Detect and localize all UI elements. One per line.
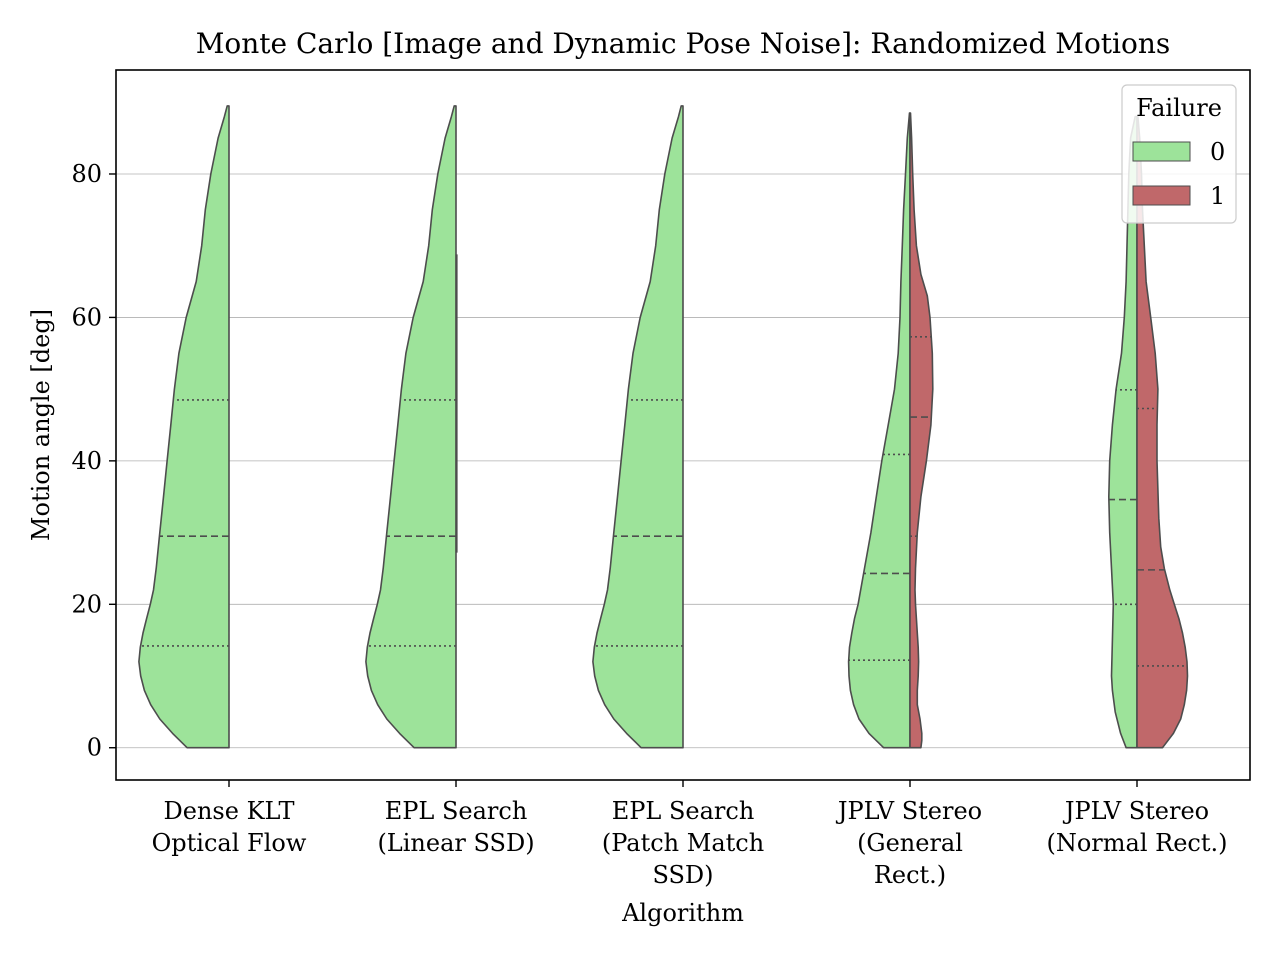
legend-swatch-1 bbox=[1132, 185, 1191, 206]
y-axis-label: Motion angle [deg] bbox=[27, 309, 55, 541]
x-tick-label-0: Dense KLT Optical Flow bbox=[152, 797, 307, 857]
x-axis: Dense KLT Optical Flow EPL Search (Linear S… bbox=[152, 780, 1228, 889]
y-tick-label-40: 40 bbox=[71, 447, 102, 475]
violins bbox=[138, 105, 1189, 749]
y-tick-label-0: 0 bbox=[87, 734, 102, 762]
legend: Failure 0 1 bbox=[1121, 84, 1237, 224]
violin-0-2 bbox=[592, 105, 684, 749]
x-tick-label-line: JPLV Stereo bbox=[835, 797, 982, 825]
y-tick-label-80: 80 bbox=[71, 160, 102, 188]
x-tick-label-4: JPLV Stereo (Normal Rect.) bbox=[1046, 797, 1227, 857]
x-tick-label-line: (General bbox=[857, 829, 963, 857]
violin-1-3 bbox=[909, 112, 934, 749]
violin-0-1 bbox=[365, 105, 457, 749]
x-tick-label-line: (Linear SSD) bbox=[377, 829, 534, 857]
x-tick-label-line: EPL Search bbox=[385, 797, 528, 825]
x-tick-label-2: EPL Search (Patch Match SSD) bbox=[602, 797, 764, 889]
legend-label-1: 1 bbox=[1210, 182, 1225, 210]
x-tick-label-line: Optical Flow bbox=[152, 829, 307, 857]
x-tick-label-1: EPL Search (Linear SSD) bbox=[377, 797, 534, 857]
y-axis: 0 20 40 60 80 bbox=[71, 160, 116, 762]
chart-title: Monte Carlo [Image and Dynamic Pose Nois… bbox=[196, 27, 1171, 60]
x-tick-label-line: SSD) bbox=[652, 861, 713, 889]
legend-swatch-0 bbox=[1132, 141, 1191, 162]
legend-label-0: 0 bbox=[1210, 138, 1225, 166]
y-tick-label-20: 20 bbox=[71, 590, 102, 618]
violin-0-3 bbox=[847, 112, 911, 749]
x-tick-label-line: Rect.) bbox=[874, 861, 946, 889]
x-tick-label-line: (Normal Rect.) bbox=[1046, 829, 1227, 857]
x-tick-label-line: EPL Search bbox=[612, 797, 755, 825]
violin-0-0 bbox=[138, 105, 230, 749]
x-tick-label-line: (Patch Match bbox=[602, 829, 764, 857]
x-axis-label: Algorithm bbox=[621, 899, 744, 927]
legend-title: Failure bbox=[1136, 94, 1222, 122]
y-tick-label-60: 60 bbox=[71, 303, 102, 331]
x-tick-label-line: Dense KLT bbox=[164, 797, 295, 825]
x-tick-label-line: JPLV Stereo bbox=[1062, 797, 1209, 825]
x-tick-label-3: JPLV Stereo (General Rect.) bbox=[835, 797, 982, 889]
